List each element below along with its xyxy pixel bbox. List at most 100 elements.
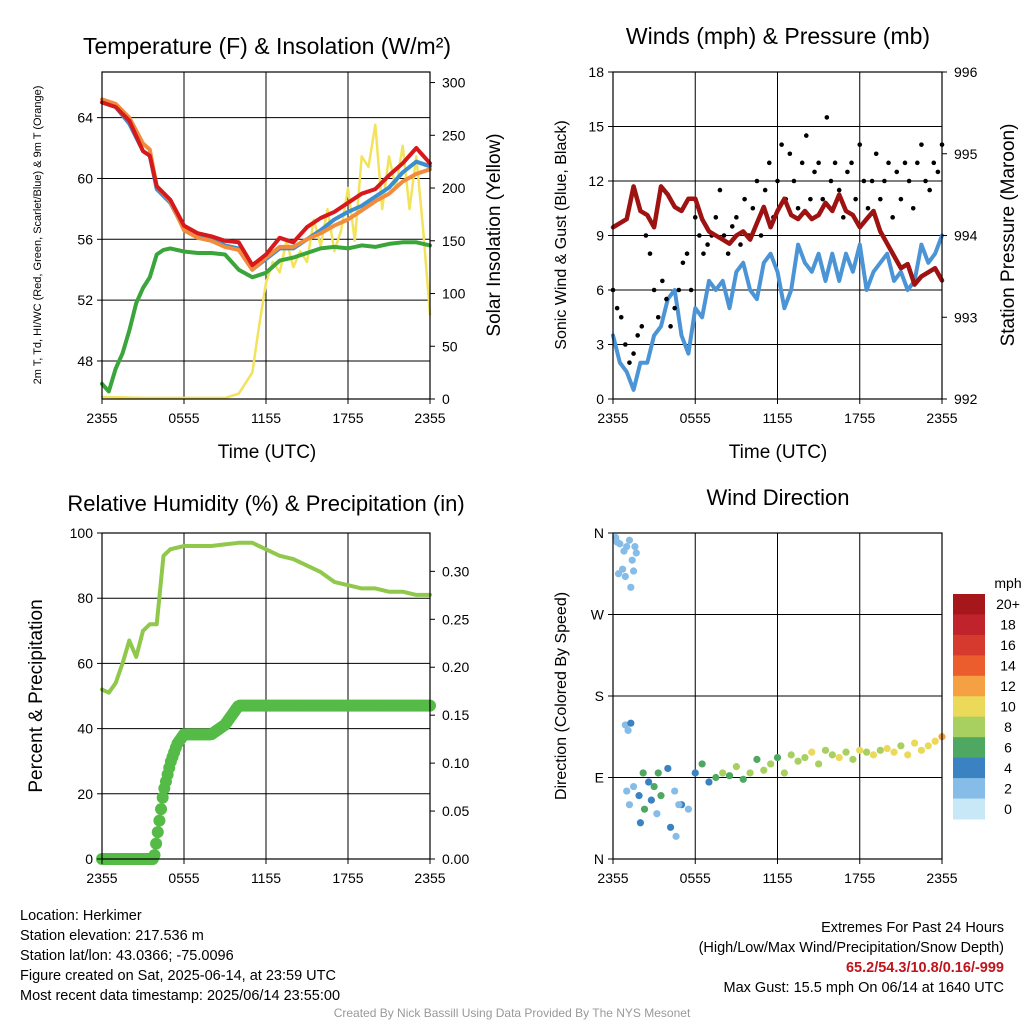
gust-point (799, 160, 805, 166)
humidity-axis-ticks: 2355 0555 1155 1755 2355 0 20 40 60 80 100 0.00 0.05… (70, 525, 470, 886)
x-tick-label: 0555 (168, 410, 199, 426)
colorbar-swatch (953, 655, 985, 677)
wind-direction-point (645, 778, 653, 786)
y-tick-label: 64 (77, 110, 93, 126)
gust-point (680, 260, 686, 266)
gust-point (697, 233, 702, 238)
wind-direction-point (640, 805, 649, 813)
gust-point (910, 205, 916, 211)
temperature-gridlines (102, 72, 430, 399)
wind-direction-point (664, 764, 672, 773)
wind-direction-point (635, 792, 643, 800)
wind-direction-point (890, 748, 898, 756)
gust-point (631, 351, 636, 356)
gust-point (684, 251, 690, 256)
gust-point (614, 305, 620, 311)
gust-point (762, 187, 768, 193)
gust-point (828, 178, 834, 184)
wind-direction-point (794, 757, 802, 765)
y-tick-label: 56 (77, 231, 93, 247)
wind-direction-point (753, 755, 761, 763)
x-tick-label: 2355 (86, 870, 117, 886)
colorbar-label: 10 (1000, 699, 1016, 715)
dewpoint-line (100, 240, 432, 394)
gust-point (906, 178, 912, 184)
wind-direction-point (828, 751, 836, 759)
gust-point (795, 205, 801, 211)
wind-direction-point (897, 742, 905, 750)
gust-point (865, 205, 871, 211)
gust-point (655, 314, 661, 320)
y2-tick-label: 992 (954, 391, 978, 407)
y-tick-label: 0 (85, 851, 93, 867)
precip-point (153, 814, 166, 827)
gust-point (894, 169, 900, 175)
wind-direction-point (732, 763, 740, 771)
wind-direction-points (612, 533, 946, 840)
wind-direction-point (627, 583, 635, 591)
colorbar-title: mph (994, 575, 1021, 591)
gust-point (688, 287, 694, 293)
winds-panel: Winds (mph) & Pressure (mb) 2355 0555 1155… (553, 23, 1019, 463)
x-tick-label: 1755 (332, 410, 363, 426)
wind-direction-point (773, 753, 782, 762)
wind-direction-point (698, 760, 706, 768)
y-tick-label: N (594, 525, 604, 541)
insolation-line (100, 123, 432, 400)
x-tick-label: 2355 (926, 870, 957, 886)
wind-direction-point (876, 746, 884, 754)
gust-point (803, 133, 809, 138)
wind-direction-point (624, 726, 632, 735)
wind-direction-point (931, 737, 939, 745)
extremes-title: Extremes For Past 24 Hours (821, 920, 1004, 936)
gust-point (618, 314, 624, 320)
x-tick-label: 0555 (168, 870, 199, 886)
x-tick-label: 1755 (844, 870, 875, 886)
y2-tick-label: 994 (954, 228, 978, 244)
gust-point (816, 160, 821, 166)
gust-point (750, 205, 756, 211)
precip-point (151, 826, 164, 839)
colorbar-label: 0 (1004, 801, 1012, 817)
y-tick-label: 100 (70, 525, 94, 541)
gust-point (705, 242, 710, 247)
colorbar-label: 12 (1000, 678, 1016, 694)
y2-tick-label: 250 (442, 127, 466, 143)
humidity-gridlines (102, 533, 430, 859)
wind-direction-point (666, 823, 675, 831)
gust-point (935, 169, 941, 175)
gust-point (635, 333, 640, 338)
gust-point (725, 251, 731, 256)
y2-tick-label: 0.30 (442, 563, 469, 579)
gust-point (701, 251, 706, 256)
y-tick-label: 15 (588, 119, 604, 135)
gust-point (898, 196, 904, 202)
temperature-x-axis-label: Time (UTC) (218, 442, 317, 463)
gust-point (692, 215, 698, 220)
wind-direction-point (636, 819, 645, 827)
humidity-chart-title: Relative Humidity (%) & Precipitation (i… (67, 491, 464, 516)
y2-tick-label: 50 (442, 338, 458, 354)
wind-direction-point (719, 769, 727, 777)
wind-direction-point (675, 801, 683, 809)
wind-direction-point (618, 565, 627, 573)
max-gust: Max Gust: 15.5 mph On 06/14 at 1640 UTC (723, 980, 1004, 996)
wind-direction-point (725, 772, 734, 780)
gust-point (820, 196, 826, 202)
gust-point (734, 215, 739, 220)
wind-direction-point (835, 753, 843, 762)
wind-direction-point (625, 801, 634, 809)
precip-point (155, 803, 168, 816)
x-tick-label: 0555 (680, 870, 711, 886)
wind-direction-point (705, 778, 713, 786)
y-tick-label: 0 (596, 391, 604, 407)
wind-direction-axis-ticks: 2355 0555 1155 1755 2355 N E S W N (591, 525, 958, 886)
colorbar-label: 4 (1004, 760, 1012, 776)
x-tick-label: 1155 (251, 870, 281, 886)
colorbar-swatch (953, 634, 985, 656)
wind-direction-point (631, 542, 639, 551)
wind-direction-point (629, 567, 638, 575)
colorbar-swatch (953, 614, 985, 636)
colorbar-swatch (953, 716, 985, 738)
y2-tick-label: 0 (442, 391, 450, 407)
